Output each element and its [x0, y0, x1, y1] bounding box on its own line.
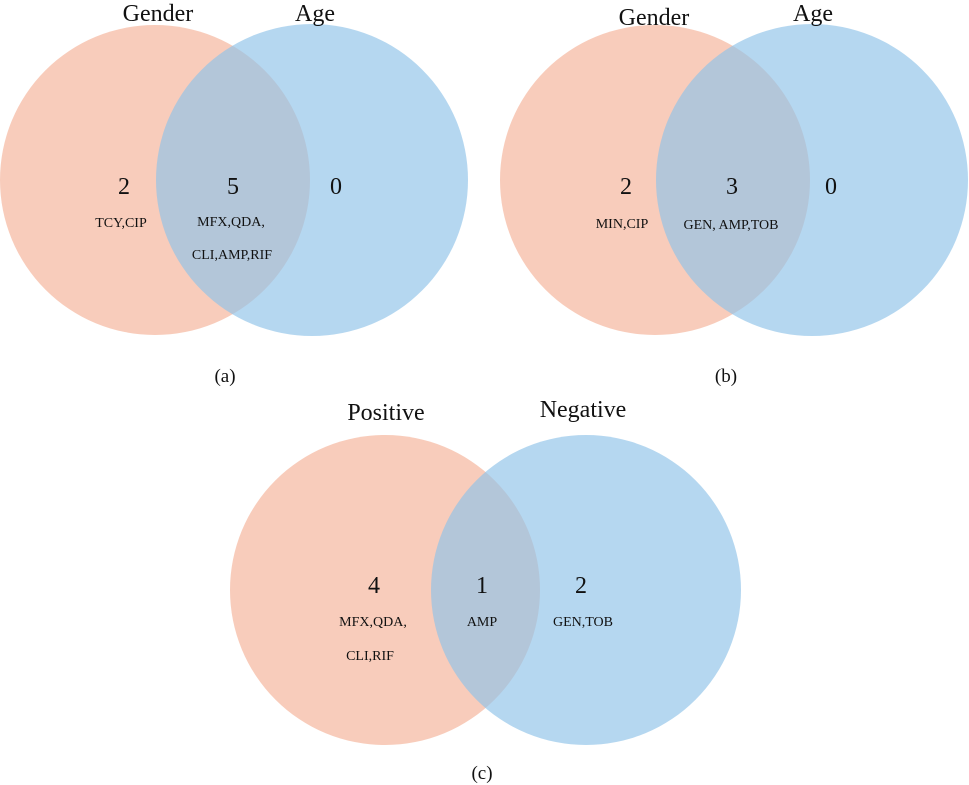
- panel-caption-a: (a): [214, 366, 235, 387]
- left-only-items: TCY,CIP: [95, 216, 147, 231]
- right-only-count: 0: [330, 174, 342, 200]
- set-label-age: Age: [295, 1, 335, 27]
- left-only-count: 2: [118, 174, 130, 200]
- set-label-positive: Positive: [347, 400, 424, 426]
- set-label-gender: Gender: [123, 1, 194, 27]
- venn-circle-age: [656, 24, 968, 336]
- right-only-count: 2: [575, 573, 587, 599]
- intersection-items: GEN, AMP,TOB: [683, 218, 778, 233]
- intersection-count: 3: [726, 174, 738, 200]
- set-label-age: Age: [793, 1, 833, 27]
- left-only-items-line-1: MFX,QDA,: [339, 615, 407, 630]
- venn-circle-age: [156, 24, 468, 336]
- venn-panel-b: Gender Age 2 MIN,CIP 3 GEN, AMP,TOB 0 (b…: [500, 1, 968, 387]
- right-only-count: 0: [825, 174, 837, 200]
- set-label-gender: Gender: [619, 5, 690, 31]
- intersection-items-line-2: CLI,AMP,RIF: [192, 248, 272, 263]
- panel-caption-c: (c): [471, 763, 492, 784]
- venn-panel-c: Positive Negative 4 MFX,QDA, CLI,RIF 1 A…: [230, 397, 741, 784]
- right-only-items: GEN,TOB: [553, 615, 613, 630]
- intersection-count: 5: [227, 174, 239, 200]
- left-only-count: 2: [620, 174, 632, 200]
- left-only-items-line-2: CLI,RIF: [346, 649, 394, 664]
- intersection-count: 1: [476, 573, 488, 599]
- venn-panel-a: Gender Age 2 TCY,CIP 5 MFX,QDA, CLI,AMP,…: [0, 1, 468, 387]
- intersection-items: AMP: [467, 615, 498, 630]
- intersection-items-line-1: MFX,QDA,: [197, 215, 265, 230]
- set-label-negative: Negative: [540, 397, 627, 423]
- left-only-items: MIN,CIP: [596, 217, 649, 232]
- panel-caption-b: (b): [715, 366, 737, 387]
- venn-circle-negative: [431, 435, 741, 745]
- left-only-count: 4: [368, 573, 380, 599]
